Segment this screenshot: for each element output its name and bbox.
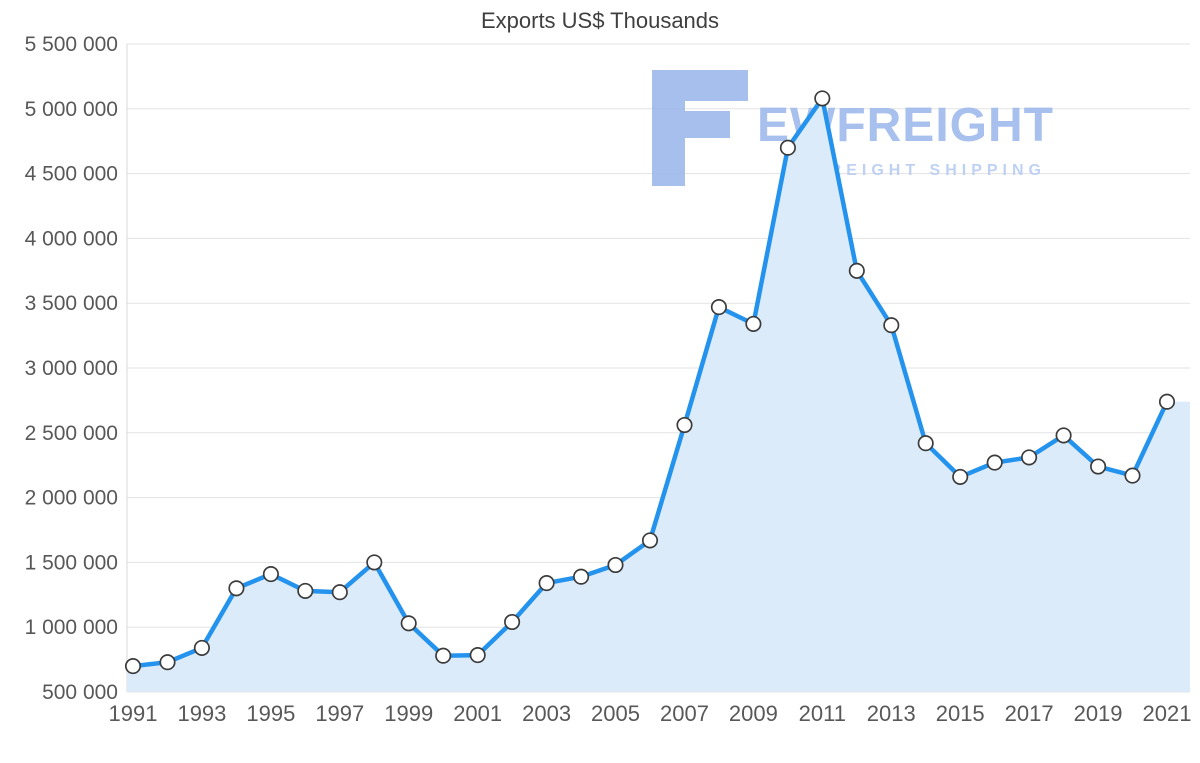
- data-point: [1158, 393, 1176, 410]
- x-tick-label: 1991: [109, 701, 158, 726]
- data-point: [262, 566, 279, 583]
- y-tick-label: 3 000 000: [25, 357, 118, 380]
- data-point: [1021, 449, 1038, 466]
- data-point: [848, 262, 865, 279]
- data-point: [986, 454, 1003, 471]
- data-point: [366, 554, 383, 571]
- x-tick-label: 1999: [384, 701, 433, 726]
- x-tick-label: 1993: [177, 701, 226, 726]
- y-tick-label: 5 000 000: [25, 98, 118, 121]
- x-tick-label: 1997: [315, 701, 364, 726]
- data-point: [435, 647, 452, 664]
- y-tick-label: 2 500 000: [25, 422, 118, 445]
- y-tick-label: 1 000 000: [25, 616, 118, 639]
- x-tick-label: 2003: [522, 701, 571, 726]
- data-point: [641, 532, 659, 549]
- x-tick-label: 2017: [1005, 701, 1054, 726]
- data-point: [676, 416, 693, 434]
- y-tick-label: 5 500 000: [25, 33, 118, 56]
- x-tick-label: 2009: [729, 701, 778, 726]
- data-point: [193, 639, 210, 656]
- data-point: [504, 613, 521, 631]
- x-tick-label: 2019: [1074, 701, 1123, 726]
- x-tick-label: 2001: [453, 701, 502, 726]
- y-tick-label: 3 500 000: [25, 292, 118, 315]
- data-point: [469, 647, 486, 664]
- grid-layer: 500 000 1 000 000 1 500 000 2 000 000 2 500 …: [25, 33, 1192, 726]
- watermark-logo-icon: [652, 111, 730, 138]
- data-point: [573, 568, 590, 585]
- data-point: [1090, 458, 1107, 475]
- data-point: [400, 615, 417, 632]
- y-tick-label: 4 500 000: [25, 163, 118, 186]
- data-point: [538, 575, 555, 592]
- x-tick-label: 2021: [1143, 701, 1192, 726]
- x-tick-label: 2005: [591, 701, 640, 726]
- y-tick-label: 500 000: [42, 681, 118, 704]
- y-tick-label: 1 500 000: [25, 551, 118, 574]
- data-point: [159, 654, 176, 671]
- x-tick-label: 2013: [867, 701, 916, 726]
- data-point: [228, 580, 245, 597]
- data-point: [297, 582, 314, 599]
- x-tick-label: 2011: [799, 701, 846, 726]
- data-point: [917, 435, 934, 452]
- chart-title: Exports US$ Thousands: [480, 8, 720, 33]
- data-point: [124, 658, 142, 675]
- data-point: [1055, 427, 1072, 444]
- watermark-subtitle-text: FREIGHT SHIPPING: [815, 162, 1046, 179]
- data-point: [814, 90, 831, 107]
- data-point: [779, 139, 796, 156]
- x-tick-label: 2007: [660, 701, 709, 726]
- y-tick-label: 4 000 000: [25, 227, 118, 250]
- data-point: [883, 317, 900, 334]
- area-fill: [127, 98, 1190, 692]
- x-tick-label: 2015: [936, 701, 985, 726]
- data-point: [745, 315, 762, 332]
- data-point: [331, 584, 348, 601]
- data-point: [1124, 467, 1141, 484]
- data-point: [710, 299, 727, 316]
- x-tick-label: 1995: [246, 701, 295, 726]
- data-point: [607, 556, 624, 574]
- y-tick-label: 2 000 000: [25, 487, 118, 510]
- data-point: [952, 468, 969, 485]
